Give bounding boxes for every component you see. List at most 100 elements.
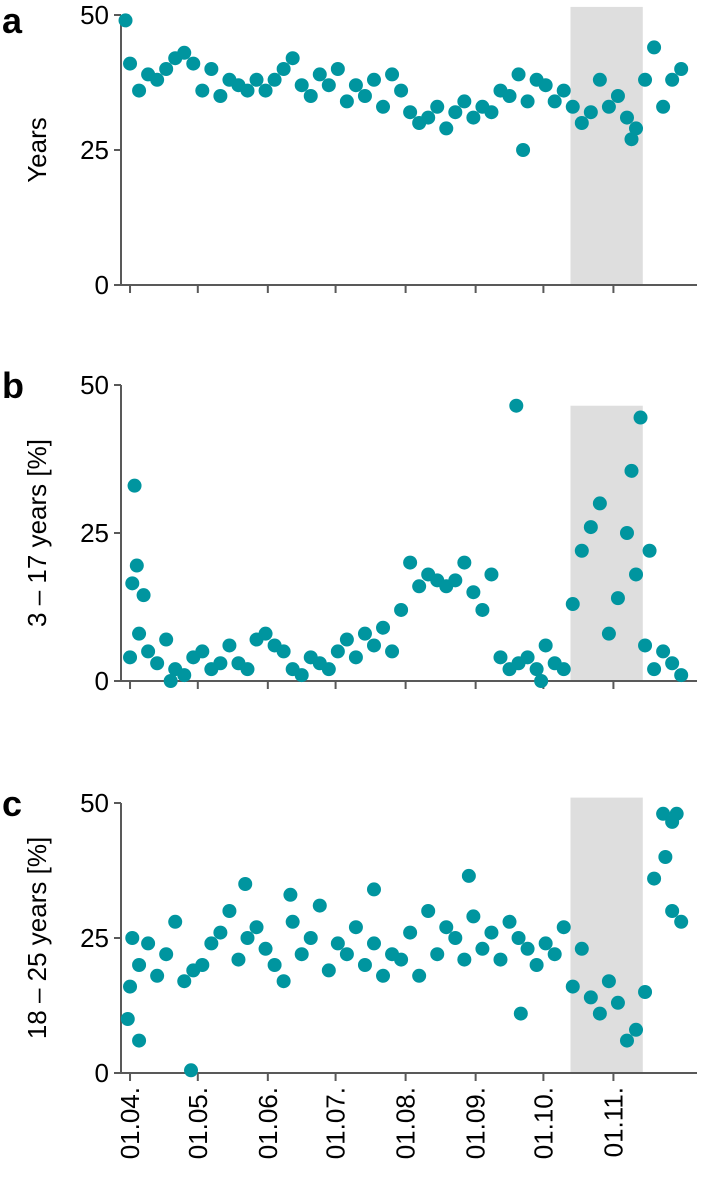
- data-point: [231, 952, 246, 967]
- data-point: [141, 644, 156, 659]
- data-point: [583, 520, 598, 535]
- data-point: [357, 89, 372, 103]
- data-point: [376, 99, 391, 114]
- data-point: [665, 72, 680, 87]
- data-point: [461, 868, 476, 883]
- data-point: [348, 650, 363, 665]
- data-point: [150, 968, 165, 983]
- data-point: [493, 952, 508, 967]
- data-point: [366, 882, 381, 897]
- data-point: [457, 555, 472, 570]
- x-tick-label: 01.09.: [461, 1087, 491, 1159]
- data-point: [556, 83, 571, 98]
- data-point: [177, 668, 192, 683]
- data-point: [656, 806, 671, 821]
- data-point: [638, 72, 653, 87]
- data-point: [430, 947, 445, 962]
- data-point: [556, 920, 571, 935]
- data-point: [312, 67, 327, 82]
- data-point: [357, 958, 372, 972]
- data-point: [285, 51, 300, 66]
- data-point: [195, 644, 210, 659]
- data-point: [195, 83, 210, 98]
- data-point: [647, 40, 662, 55]
- data-point: [484, 567, 499, 582]
- data-point: [610, 591, 625, 606]
- data-point: [267, 958, 282, 972]
- data-point: [283, 887, 298, 902]
- data-point: [647, 662, 662, 677]
- data-point: [339, 947, 354, 962]
- data-point: [520, 941, 535, 956]
- data-point: [513, 1006, 528, 1021]
- data-point: [240, 662, 255, 677]
- data-point: [403, 105, 418, 120]
- data-point: [658, 850, 673, 864]
- data-point: [177, 974, 192, 989]
- data-point: [592, 1006, 607, 1021]
- data-point: [168, 914, 183, 929]
- data-point: [601, 99, 616, 114]
- data-point: [430, 99, 445, 114]
- data-point: [150, 656, 165, 671]
- data-point: [294, 668, 309, 683]
- data-point: [123, 979, 138, 994]
- data-point: [583, 105, 598, 120]
- data-point: [127, 478, 142, 493]
- data-point: [592, 72, 607, 87]
- y-tick-label: 25: [80, 135, 109, 165]
- data-point: [448, 931, 463, 945]
- data-point: [583, 990, 598, 1005]
- data-point: [547, 947, 562, 962]
- data-point: [610, 89, 625, 103]
- data-point: [556, 662, 571, 677]
- data-point: [674, 914, 689, 929]
- y-axis-label: 18 – 25 years [%]: [22, 837, 52, 1039]
- data-point: [276, 974, 291, 989]
- data-point: [118, 13, 133, 28]
- data-point: [629, 567, 644, 582]
- data-point: [448, 573, 463, 588]
- x-tick-label: 01.08.: [391, 1087, 421, 1159]
- data-point: [574, 543, 589, 558]
- data-point: [394, 83, 409, 98]
- data-point: [412, 968, 427, 983]
- data-point: [258, 626, 273, 641]
- data-point: [592, 496, 607, 511]
- data-point: [642, 543, 657, 558]
- data-point: [565, 99, 580, 114]
- data-point: [267, 72, 282, 87]
- x-tick-label: 01.05.: [183, 1087, 213, 1159]
- data-point: [484, 105, 499, 120]
- data-point: [647, 871, 662, 886]
- data-point: [195, 958, 210, 972]
- data-point: [538, 638, 553, 653]
- data-point: [511, 931, 526, 945]
- data-point: [163, 674, 178, 688]
- data-point: [132, 1033, 147, 1048]
- data-point: [574, 116, 589, 130]
- data-point: [348, 78, 363, 93]
- data-point: [240, 83, 255, 98]
- y-tick-label: 25: [80, 518, 109, 548]
- data-point: [565, 597, 580, 612]
- y-tick-label: 25: [80, 923, 109, 953]
- data-point: [629, 1022, 644, 1037]
- data-point: [665, 656, 680, 671]
- data-point: [421, 110, 436, 125]
- data-point: [159, 62, 174, 76]
- data-point: [665, 904, 680, 918]
- data-point: [204, 62, 219, 76]
- data-point: [177, 45, 192, 60]
- data-point: [619, 526, 634, 540]
- data-point: [520, 94, 535, 109]
- data-point: [466, 585, 481, 600]
- data-point: [186, 56, 201, 71]
- data-point: [136, 588, 151, 603]
- data-point: [629, 121, 644, 136]
- data-point: [132, 83, 147, 98]
- data-point: [213, 925, 228, 940]
- data-point: [348, 920, 363, 935]
- data-point: [366, 638, 381, 653]
- data-point: [276, 62, 291, 76]
